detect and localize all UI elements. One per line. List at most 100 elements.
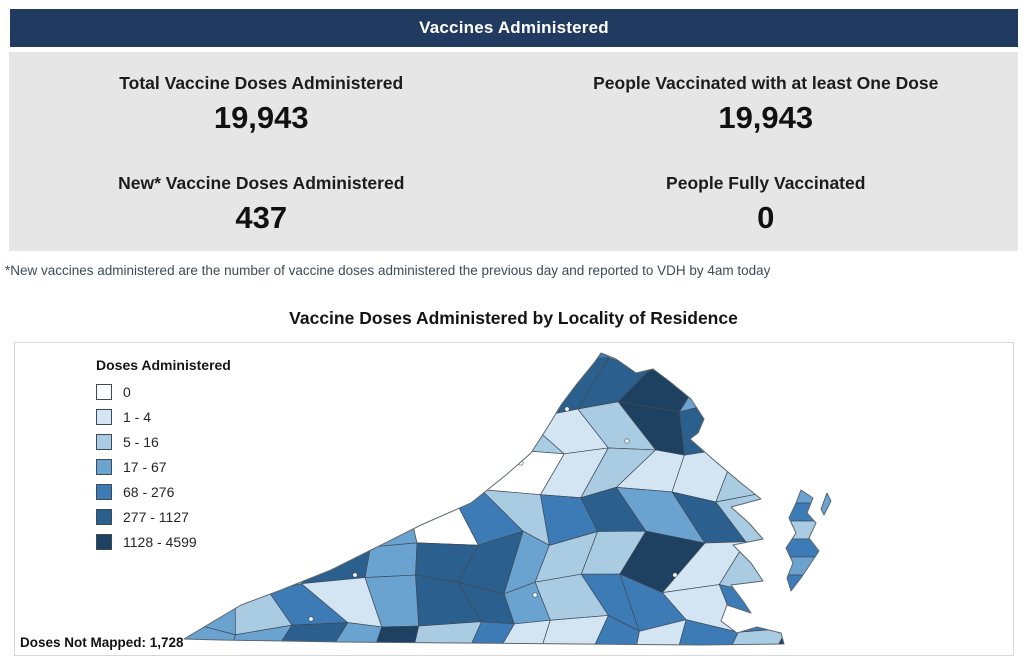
map-region[interactable]: [301, 487, 372, 548]
legend-row: 0: [96, 379, 231, 404]
map-region[interactable]: [257, 359, 345, 421]
map-legend: Doses Administered 0 1 - 4 5 - 16 17 - 6…: [96, 357, 231, 554]
map-region[interactable]: [810, 493, 868, 546]
map-region[interactable]: [226, 407, 296, 466]
stat-value: 19,943: [718, 100, 814, 136]
map-region[interactable]: [534, 343, 610, 360]
stats-panel: Total Vaccine Doses Administered 19,943 …: [9, 52, 1018, 251]
map-region[interactable]: [408, 621, 482, 655]
independent-city-dot: [352, 572, 358, 578]
map-region[interactable]: [718, 364, 774, 415]
legend-row: 277 - 1127: [96, 504, 231, 529]
map-region[interactable]: [775, 574, 831, 593]
map-region[interactable]: [820, 492, 832, 516]
map-region[interactable]: [725, 343, 774, 374]
stat-value: 437: [235, 199, 288, 235]
map-region[interactable]: [222, 496, 278, 544]
independent-city-dot: [624, 438, 630, 444]
map-region[interactable]: [370, 450, 437, 505]
map-region[interactable]: [449, 367, 510, 412]
map-region[interactable]: [633, 619, 687, 655]
map-region[interactable]: [491, 619, 551, 655]
legend-label: 1 - 4: [123, 408, 152, 425]
map-region[interactable]: [407, 450, 478, 508]
map-region[interactable]: [364, 542, 418, 578]
stat-fully-vaccinated: People Fully Vaccinated 0: [514, 152, 1019, 252]
map-region[interactable]: [755, 590, 835, 629]
map-region[interactable]: [775, 485, 831, 504]
legend-label: 68 - 276: [123, 483, 175, 500]
map-region[interactable]: [679, 401, 738, 456]
map-region[interactable]: [797, 623, 881, 655]
map-region[interactable]: [487, 358, 567, 420]
map-region[interactable]: [366, 357, 415, 421]
map-region[interactable]: [670, 343, 740, 367]
map-region[interactable]: [400, 409, 478, 458]
map-region[interactable]: [234, 531, 278, 592]
map-region[interactable]: [309, 413, 393, 458]
map-region[interactable]: [256, 343, 345, 376]
stat-label: New* Vaccine Doses Administered: [118, 172, 405, 193]
stat-label: People Fully Vaccinated: [666, 172, 866, 193]
map-region[interactable]: [802, 343, 870, 374]
stat-total-doses: Total Vaccine Doses Administered 19,943: [9, 52, 514, 152]
map-region[interactable]: [775, 538, 831, 558]
legend-swatch-icon: [96, 508, 112, 525]
legend-swatch-icon: [96, 483, 112, 500]
map-region[interactable]: [301, 450, 393, 500]
map-region[interactable]: [775, 520, 831, 540]
legend-swatch-icon: [96, 458, 112, 475]
map-region[interactable]: [258, 487, 327, 548]
map-region[interactable]: [258, 445, 326, 505]
legend-row: 1 - 4: [96, 404, 231, 429]
map-region[interactable]: [818, 413, 873, 461]
legend-row: 5 - 16: [96, 429, 231, 454]
map-region[interactable]: [222, 445, 296, 505]
map-region[interactable]: [818, 369, 870, 421]
map-region[interactable]: [257, 622, 349, 655]
map-region[interactable]: [718, 584, 787, 633]
map-region[interactable]: [718, 401, 793, 464]
map-region[interactable]: [400, 343, 471, 376]
legend-label: 17 - 67: [123, 458, 167, 475]
map-region[interactable]: [257, 407, 326, 458]
map-region[interactable]: [223, 624, 293, 655]
map-region[interactable]: [764, 413, 837, 464]
map-region[interactable]: [452, 343, 510, 369]
map-region[interactable]: [165, 584, 236, 636]
map-region[interactable]: [670, 619, 739, 655]
map-region[interactable]: [124, 584, 191, 624]
map-region[interactable]: [630, 343, 708, 372]
legend-title: Doses Administered: [96, 357, 231, 373]
map-region[interactable]: [315, 343, 378, 376]
map-region[interactable]: [400, 368, 471, 421]
map-region[interactable]: [366, 413, 437, 452]
independent-city-dot: [444, 492, 450, 498]
map-region[interactable]: [484, 343, 567, 369]
new-doses-footnote: *New vaccines administered are the numbe…: [5, 263, 771, 278]
stat-value: 0: [757, 199, 775, 235]
map-region[interactable]: [775, 556, 831, 576]
map-region[interactable]: [760, 442, 837, 495]
map-region[interactable]: [449, 409, 505, 458]
independent-city-dot: [672, 572, 678, 578]
map-region[interactable]: [810, 443, 873, 494]
map-region[interactable]: [231, 343, 300, 371]
map-region[interactable]: [455, 621, 515, 655]
map-region[interactable]: [764, 372, 828, 422]
map-region[interactable]: [370, 499, 418, 548]
map-region[interactable]: [309, 357, 378, 421]
virginia-choropleth-map[interactable]: [15, 343, 1013, 655]
independent-city-dot: [308, 616, 314, 622]
legend-swatch-icon: [96, 533, 112, 550]
map-region[interactable]: [757, 343, 828, 375]
legend-label: 277 - 1127: [123, 508, 189, 525]
map-region[interactable]: [679, 364, 740, 413]
stat-value: 19,943: [213, 100, 309, 136]
map-region[interactable]: [367, 625, 420, 655]
legend-row: 68 - 276: [96, 479, 231, 504]
map-region[interactable]: [226, 359, 300, 415]
map-region[interactable]: [357, 343, 415, 376]
map-region[interactable]: [797, 573, 882, 635]
legend-row: 17 - 67: [96, 454, 231, 479]
